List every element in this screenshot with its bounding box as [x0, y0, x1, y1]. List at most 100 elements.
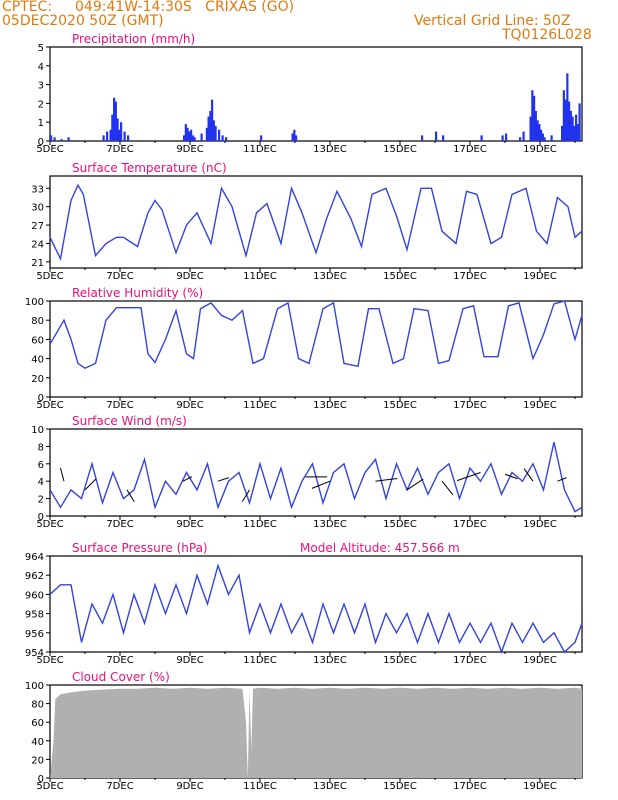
precip-bar: [186, 127, 189, 141]
precip-bar: [480, 135, 483, 141]
precip-bar: [211, 99, 214, 141]
press-x-tick-label: 5DEC: [36, 655, 63, 666]
temp-series-line: [49, 183, 583, 262]
press-x-tick-label: 7DEC: [106, 655, 133, 666]
rh-x-tick-label: 5DEC: [36, 400, 63, 411]
press-y-tick-label: 954: [25, 648, 44, 659]
precip-bar: [120, 122, 123, 141]
cloud-y-tick-label: 60: [31, 718, 44, 729]
precip-bar: [529, 116, 532, 141]
cloud-y-tick-label: 100: [25, 681, 44, 692]
precip-bar: [114, 101, 117, 141]
precip-bar: [188, 131, 191, 141]
wind-vector-arrow: [311, 480, 331, 489]
precip-bar: [564, 99, 567, 141]
precip-bar: [536, 120, 539, 141]
press-frame: [49, 555, 583, 653]
rh-title: Relative Humidity (%): [72, 286, 203, 300]
precip-bar: [569, 110, 572, 141]
wind-vector-arrow: [456, 472, 481, 482]
temp-y-tick-label: 24: [31, 239, 44, 250]
wind-series-line: [49, 441, 583, 513]
wind-y-tick-label: 8: [38, 442, 44, 453]
temp-x-tick-label: 19DEC: [523, 271, 557, 282]
wind-x-tick-label: 15DEC: [383, 519, 417, 530]
press-x-tick-label: 11DEC: [243, 655, 277, 666]
wind-vector-arrow: [241, 489, 250, 502]
precip-bar: [205, 127, 208, 141]
wind-vector-arrow: [406, 478, 424, 491]
rh-frame: [49, 300, 583, 398]
wind-y-tick-label: 0: [38, 512, 44, 523]
header-source: CPTEC:: [2, 0, 53, 15]
rh-y-tick-label: 40: [31, 355, 44, 366]
precip-bar: [568, 101, 571, 141]
precip-bar: [113, 97, 116, 141]
temp-y-tick-label: 21: [31, 258, 44, 269]
precip-bar: [505, 133, 508, 141]
wind-x-tick-label: 11DEC: [243, 519, 277, 530]
precip-x-tick-label: 17DEC: [453, 144, 487, 155]
precip-bar: [127, 135, 130, 141]
precip-bar: [50, 135, 53, 141]
precip-x-tick-label: 13DEC: [313, 144, 347, 155]
wind-frame: [49, 428, 583, 517]
precip-bar: [533, 95, 536, 141]
precip-bar: [214, 125, 217, 141]
cloud-x-tick-label: 9DEC: [176, 781, 203, 792]
precip-x-tick-label: 7DEC: [106, 144, 133, 155]
cloud-y-tick-label: 0: [38, 774, 44, 785]
wind-y-tick-label: 10: [31, 425, 44, 436]
precip-bar: [116, 118, 119, 141]
precip-bar: [225, 137, 228, 141]
header-grid-note: Vertical Grid Line: 50Z: [414, 13, 571, 29]
precip-bar: [209, 110, 212, 141]
precip-bar: [575, 114, 578, 141]
press-x-tick-label: 17DEC: [453, 655, 487, 666]
precip-bar: [221, 135, 224, 141]
precip-bar: [53, 137, 56, 141]
rh-y-tick-label: 100: [25, 297, 44, 308]
precip-bar: [293, 129, 296, 141]
precip-x-tick-label: 5DEC: [36, 144, 63, 155]
precip-bar: [571, 116, 574, 141]
precip-bar: [541, 133, 544, 141]
precip-bar: [562, 90, 565, 141]
press-subtitle: Model Altitude: 457.566 m: [300, 541, 460, 555]
cloud-y-tick-label: 80: [31, 700, 44, 711]
rh-y-tick-label: 20: [31, 374, 44, 385]
precip-y-tick-label: 2: [38, 99, 44, 110]
precip-bar: [193, 137, 196, 141]
precip-x-tick-label: 9DEC: [176, 144, 203, 155]
precip-bar: [531, 90, 534, 141]
precip-bar: [207, 116, 210, 141]
precip-bar: [123, 131, 126, 141]
header-run: 05DEC2020 50Z (GMT): [2, 13, 164, 29]
precip-bar: [111, 114, 114, 141]
precip-x-tick-label: 15DEC: [383, 144, 417, 155]
precip-bar: [260, 135, 263, 141]
wind-vector-arrow: [84, 478, 97, 491]
press-y-tick-label: 964: [25, 552, 44, 563]
cloud-area: [50, 687, 582, 778]
temp-y-tick-label: 27: [31, 221, 44, 232]
press-title: Surface Pressure (hPa): [72, 541, 208, 555]
wind-x-tick-label: 17DEC: [453, 519, 487, 530]
precip-bar: [519, 137, 522, 141]
rh-x-tick-label: 13DEC: [313, 400, 347, 411]
press-x-tick-label: 13DEC: [313, 655, 347, 666]
temp-x-tick-label: 17DEC: [453, 271, 487, 282]
precip-bar: [118, 129, 121, 141]
cloud-y-tick-label: 40: [31, 737, 44, 748]
precip-bar: [291, 133, 294, 141]
precip-bar: [102, 135, 105, 141]
wind-vector-arrow: [375, 478, 398, 482]
wind-vector-arrow: [441, 480, 454, 496]
precip-bar: [421, 135, 424, 141]
precip-title: Precipitation (mm/h): [72, 32, 195, 46]
precip-y-tick-label: 4: [38, 62, 44, 73]
wind-x-tick-label: 19DEC: [523, 519, 557, 530]
precip-bar: [183, 135, 186, 141]
rh-y-tick-label: 80: [31, 316, 44, 327]
precip-bar: [60, 139, 63, 141]
